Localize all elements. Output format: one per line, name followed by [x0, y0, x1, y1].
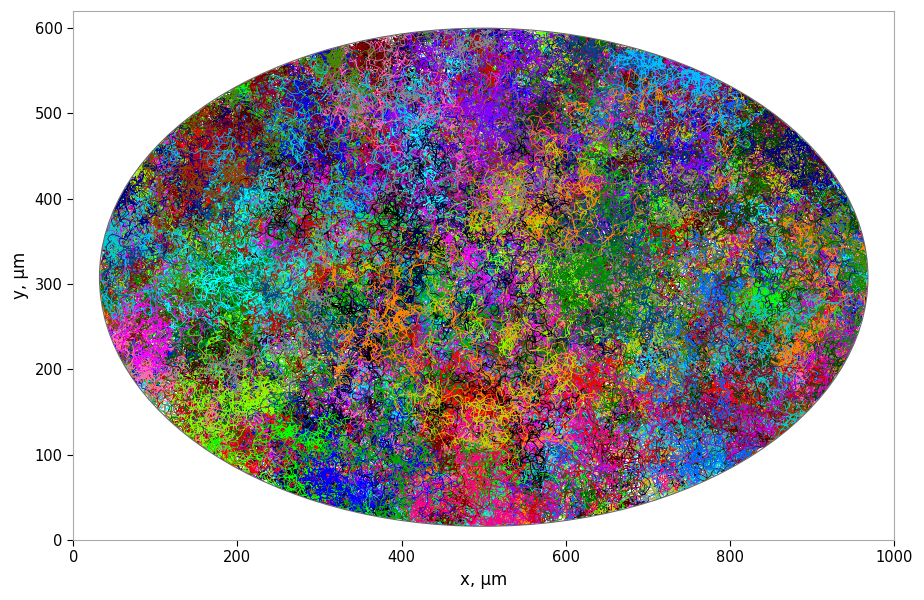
X-axis label: x, μm: x, μm — [460, 571, 507, 589]
Y-axis label: y, μm: y, μm — [11, 252, 30, 299]
